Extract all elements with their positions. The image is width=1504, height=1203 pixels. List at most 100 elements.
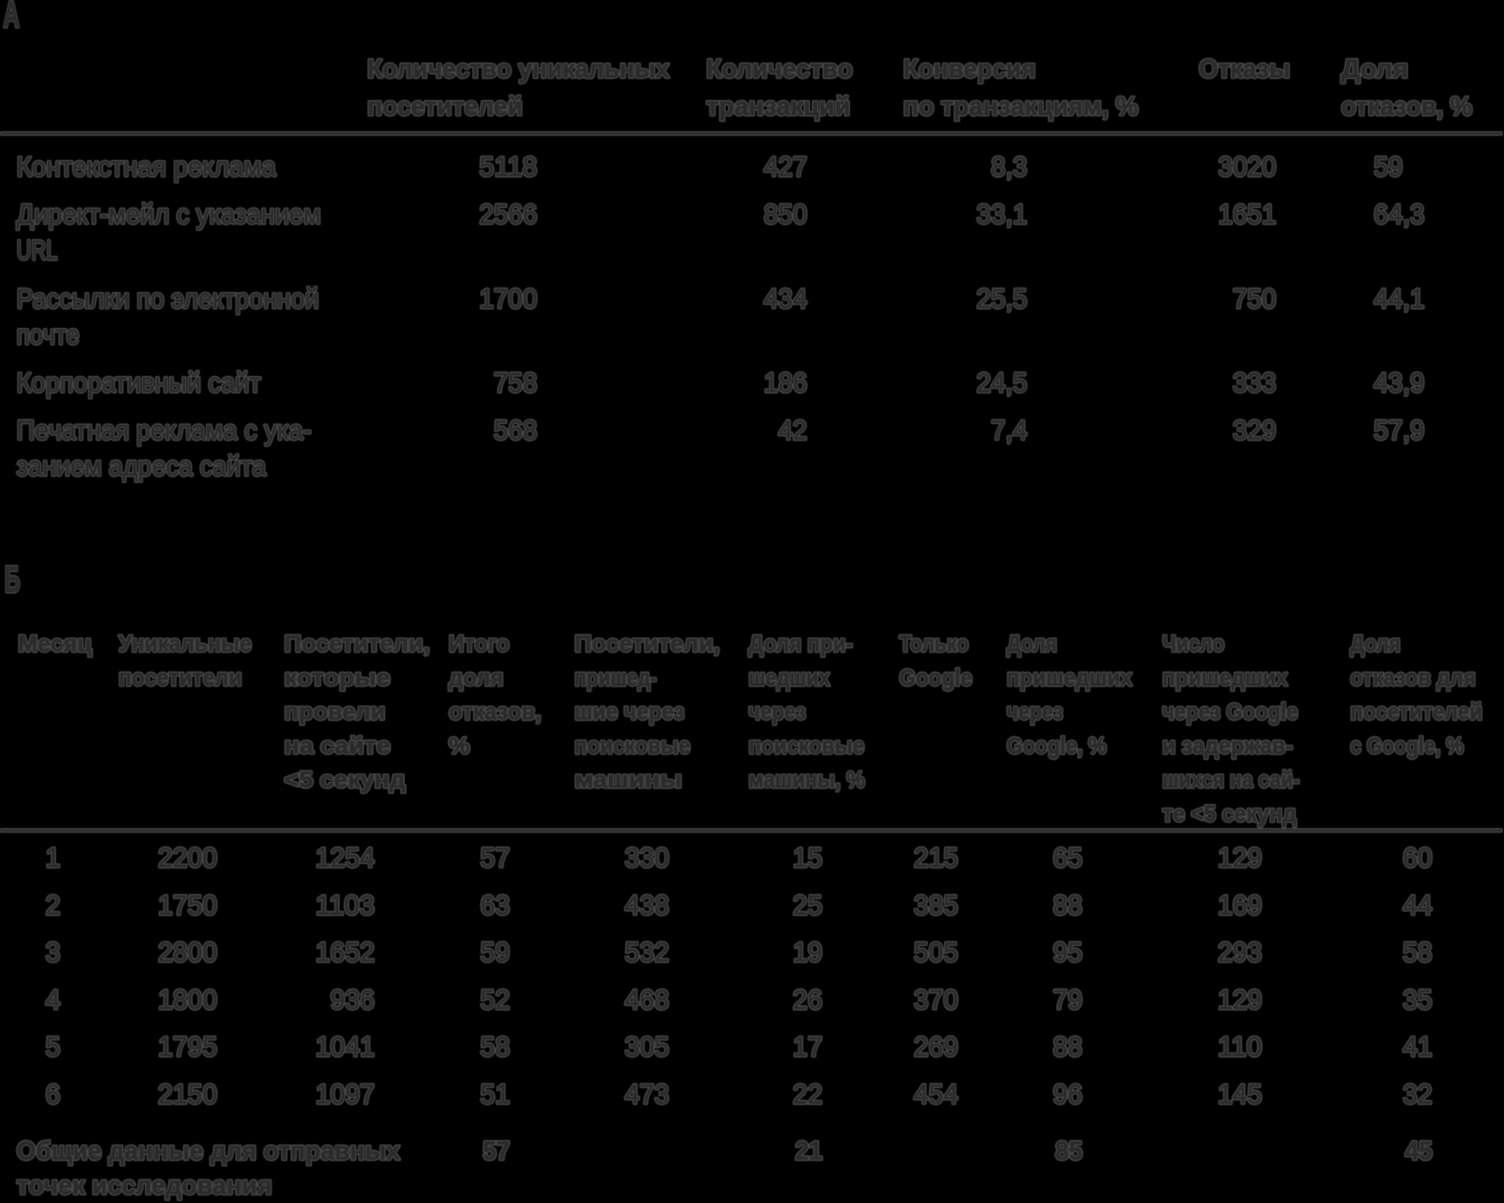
svg-text:Google: Google [899,665,972,691]
svg-text:293: 293 [1218,937,1262,968]
svg-text:А: А [3,0,19,35]
svg-text:44: 44 [1403,889,1433,920]
svg-text:454: 454 [914,1079,958,1110]
svg-text:370: 370 [914,984,958,1015]
svg-text:на сайте: на сайте [284,733,390,759]
svg-text:568: 568 [494,415,537,446]
svg-text:44,1: 44,1 [1374,283,1425,314]
svg-text:Доля: Доля [1341,54,1408,84]
svg-text:750: 750 [1233,283,1276,314]
svg-text:1254: 1254 [316,842,375,873]
svg-text:2800: 2800 [158,937,217,968]
svg-text:и задержав-: и задержав- [1162,733,1293,759]
svg-text:1750: 1750 [158,889,217,920]
svg-text:1103: 1103 [316,889,375,920]
svg-text:333: 333 [1233,367,1276,398]
svg-text:19: 19 [793,937,823,968]
svg-text:пришед-: пришед- [575,665,657,691]
svg-text:21: 21 [795,1136,822,1166]
svg-text:8,3: 8,3 [991,151,1027,182]
svg-text:отказов,: отказов, [449,699,542,725]
svg-text:32: 32 [1403,1079,1433,1110]
svg-text:шедших: шедших [749,665,830,691]
svg-text:машины: машины [575,767,682,793]
svg-text:те <5 секунд: те <5 секунд [1162,801,1296,827]
svg-text:63: 63 [480,889,510,920]
svg-text:транзакций: транзакций [706,91,850,121]
svg-text:доля: доля [449,665,504,691]
svg-text:1097: 1097 [316,1079,375,1110]
svg-text:через Google: через Google [1162,699,1298,725]
svg-text:Печатная реклама с ука-: Печатная реклама с ука- [17,415,312,446]
svg-text:8,3: 8,3 [991,151,1027,182]
svg-text:поисковые: поисковые [575,733,691,759]
svg-text:Контекстная реклама: Контекстная реклама [17,151,277,182]
svg-text:поисковые: поисковые [749,733,865,759]
svg-text:51: 51 [480,1079,510,1110]
svg-text:отказов для: отказов для [1350,665,1476,691]
svg-text:186: 186 [764,367,807,398]
svg-text:370: 370 [914,984,958,1015]
svg-text:44,1: 44,1 [1374,283,1425,314]
svg-text:85: 85 [1055,1136,1082,1166]
svg-text:посетители: посетители [119,665,242,691]
svg-text:посетителей: посетителей [367,91,522,121]
svg-text:Отказы: Отказы [1199,54,1290,84]
svg-text:88: 88 [1053,889,1083,920]
svg-text:33,1: 33,1 [977,199,1028,230]
svg-text:Доля: Доля [1007,631,1057,657]
svg-text:57: 57 [480,842,510,873]
svg-text:по транзакциям, %: по транзакциям, % [903,91,1138,121]
svg-text:22: 22 [793,1079,823,1110]
svg-text:41: 41 [1403,1031,1433,1062]
svg-text:1795: 1795 [158,1031,217,1062]
svg-text:пришед-: пришед- [575,665,657,691]
svg-text:Количество: Количество [706,54,852,84]
svg-text:2150: 2150 [158,1079,217,1110]
svg-text:7,4: 7,4 [991,415,1027,446]
svg-text:2: 2 [46,889,61,920]
svg-text:1041: 1041 [316,1031,375,1062]
svg-text:215: 215 [914,842,958,873]
svg-text:1652: 1652 [316,937,375,968]
svg-text:454: 454 [914,1079,958,1110]
svg-text:145: 145 [1218,1079,1262,1110]
svg-text:1651: 1651 [1218,199,1276,230]
svg-text:Корпоративный сайт: Корпоративный сайт [17,367,262,398]
svg-text:60: 60 [1403,842,1433,873]
svg-text:%: % [449,733,470,759]
svg-text:330: 330 [625,842,669,873]
svg-text:110: 110 [1218,1031,1262,1062]
svg-text:машины, %: машины, % [749,767,865,793]
svg-text:Посетители,: Посетители, [575,631,720,657]
svg-text:шихся на сай-: шихся на сай- [1162,767,1300,793]
svg-text:отказов для: отказов для [1350,665,1476,691]
svg-text:1700: 1700 [479,283,537,314]
svg-text:3020: 3020 [1218,151,1276,182]
svg-text:Посетители,: Посетители, [284,631,429,657]
svg-text:468: 468 [625,984,669,1015]
svg-text:через Google: через Google [1162,699,1298,725]
svg-text:Посетители,: Посетители, [284,631,429,657]
svg-text:Google, %: Google, % [1007,733,1107,759]
svg-text:43,9: 43,9 [1374,367,1425,398]
svg-text:занием адреса сайта: занием адреса сайта [17,451,267,482]
svg-text:2800: 2800 [158,937,217,968]
svg-text:2150: 2150 [158,1079,217,1110]
svg-text:Доля при-: Доля при- [749,631,853,657]
svg-text:Директ-мейл с указанием: Директ-мейл с указанием [17,199,322,230]
svg-text:пришедших: пришедших [1007,665,1132,691]
svg-text:Доля: Доля [1341,54,1408,84]
svg-text:17: 17 [793,1031,823,1062]
svg-text:434: 434 [764,283,807,314]
svg-text:2: 2 [46,889,61,920]
svg-text:5: 5 [46,1031,61,1062]
svg-text:427: 427 [764,151,807,182]
svg-text:169: 169 [1218,889,1262,920]
svg-text:88: 88 [1053,1031,1083,1062]
svg-text:568: 568 [494,415,537,446]
svg-text:63: 63 [480,889,510,920]
svg-text:<5 секунд: <5 секунд [284,767,405,793]
svg-text:42: 42 [778,415,807,446]
svg-text:59: 59 [480,937,510,968]
